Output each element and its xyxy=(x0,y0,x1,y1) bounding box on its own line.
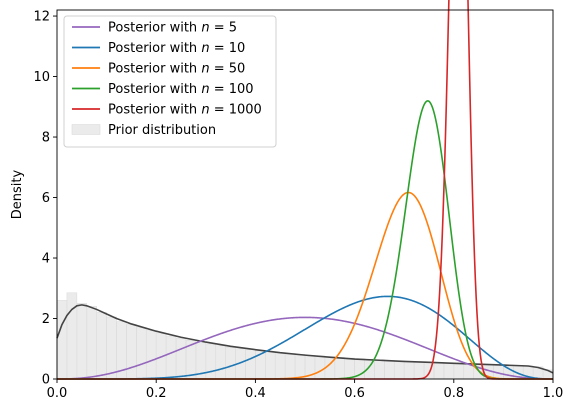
series-line-0 xyxy=(57,316,553,380)
prior-bar xyxy=(443,362,455,380)
legend-label-4: Posterior with n = 1000 xyxy=(108,103,262,118)
y-tick-label: 12 xyxy=(33,10,50,25)
x-tick-label: 0.4 xyxy=(245,386,266,401)
prior-bar xyxy=(274,352,286,380)
y-tick-label: 6 xyxy=(42,191,50,206)
prior-bar xyxy=(66,292,78,380)
prior-bar xyxy=(384,360,395,380)
prior-bar xyxy=(76,303,88,380)
prior-bar xyxy=(205,343,217,380)
prior-bar xyxy=(334,357,345,380)
prior-bar xyxy=(96,312,107,380)
legend-label-0: Posterior with n = 5 xyxy=(108,21,237,36)
y-tick-label: 2 xyxy=(42,312,50,327)
prior-bar xyxy=(175,337,187,380)
y-tick-label: 4 xyxy=(42,252,50,267)
prior-bar xyxy=(314,355,326,380)
prior-bar xyxy=(165,335,177,380)
prior-bar xyxy=(56,300,68,380)
prior-bar xyxy=(106,316,117,380)
legend-label-3: Posterior with n = 100 xyxy=(108,82,254,97)
prior-bar xyxy=(294,354,306,380)
x-tick-label: 0.2 xyxy=(146,386,167,401)
prior-bar xyxy=(145,330,157,380)
y-tick-label: 0 xyxy=(42,373,50,388)
legend-label-2: Posterior with n = 50 xyxy=(108,62,245,77)
y-tick-label: 8 xyxy=(42,131,50,146)
prior-bar xyxy=(374,359,385,380)
legend-swatch-prior xyxy=(71,124,101,135)
prior-bar xyxy=(225,346,236,380)
x-tick-label: 0.8 xyxy=(443,386,464,401)
prior-bar xyxy=(86,306,97,380)
legend-label-prior: Prior distribution xyxy=(108,123,216,138)
prior-bar xyxy=(215,345,226,380)
x-tick-label: 0.0 xyxy=(47,386,68,401)
prior-bar xyxy=(344,357,355,380)
prior-bar xyxy=(413,361,425,380)
prior-bar xyxy=(403,361,415,380)
y-axis-label: Density xyxy=(10,169,25,219)
prior-bar xyxy=(126,324,137,380)
legend-label-1: Posterior with n = 10 xyxy=(108,41,245,56)
prior-curve xyxy=(56,304,554,374)
prior-bar xyxy=(433,362,445,380)
axes: 0.0 0.2 0.4 0.6 0.8 1.0 0 2 4 6 8 10 12 Density xyxy=(10,10,563,401)
prior-bar xyxy=(453,362,465,380)
prior-bar xyxy=(393,360,405,380)
plot-frame xyxy=(56,9,554,380)
prior-bar xyxy=(245,349,256,380)
prior-bar xyxy=(284,353,296,380)
legend-box xyxy=(63,15,277,148)
x-tick-label: 0.6 xyxy=(344,386,365,401)
prior-bar xyxy=(136,327,147,380)
x-tick-label: 1.0 xyxy=(543,386,564,401)
legend: Posterior with n = 5 Posterior with n = 1… xyxy=(63,15,277,148)
y-tick-label: 10 xyxy=(33,70,50,85)
prior-histogram xyxy=(56,292,554,380)
prior-bar xyxy=(265,351,276,380)
